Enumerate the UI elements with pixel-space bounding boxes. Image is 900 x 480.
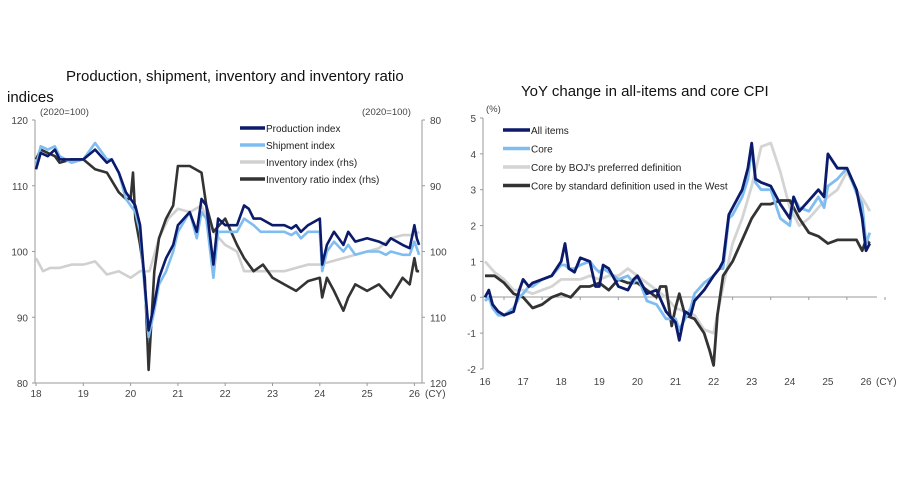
legend-label: All items [531,126,569,137]
right-chart-y-tick-label: 3 [470,186,476,197]
left-y-tick-label: 90 [17,313,29,324]
left-unit-label: (2020=100) [40,107,89,118]
series-line-inventory-ratio-index-rhs [34,148,420,372]
legend-label: Inventory index (rhs) [266,158,357,169]
left-x-unit: (CY) [425,389,446,400]
right-y-tick-label: 120 [430,379,447,390]
legend-label: Production index [266,124,341,135]
left-x-tick-label: 22 [220,389,232,400]
right-chart: YoY change in all-items and core CPI (%)… [467,83,896,388]
right-y-tick-label: 90 [430,182,442,193]
right-chart-y-tick-label: -2 [467,365,476,376]
right-chart-x-tick-label: 20 [632,377,644,388]
right-y-tick-label: 100 [430,248,447,259]
series-line-core-by-boj-s-preferred-definition [483,141,872,335]
right-chart-x-tick-label: 26 [860,377,872,388]
series-line-inventory-index-rhs [34,204,420,280]
left-chart-title-line2: indices [7,89,54,106]
right-chart-x-tick-label: 19 [594,377,606,388]
left-x-tick-label: 24 [314,389,326,400]
right-chart-x-tick-label: 24 [784,377,796,388]
legend-label: Core [531,145,553,156]
legend-label: Core by standard definition used in the … [531,182,728,193]
right-chart-x-tick-label: 25 [822,377,834,388]
left-y-tick-label: 110 [12,182,28,193]
legend-label: Inventory ratio index (rhs) [266,175,379,186]
left-x-tick-label: 21 [172,389,184,400]
right-chart-x-tick-label: 17 [518,377,530,388]
left-x-tick-label: 19 [78,389,90,400]
left-chart-title-line1: Production, shipment, inventory and inve… [66,68,404,85]
left-legend: Production index Shipment index Inventory … [240,124,379,186]
right-chart-y-tick-label: 0 [470,293,476,304]
left-y-tick-label: 120 [11,116,28,127]
right-chart-unit: (%) [486,104,501,115]
right-x-unit: (CY) [876,377,897,388]
right-chart-x-tick-label: 18 [556,377,568,388]
right-chart-y-tick-label: 2 [470,222,476,233]
right-chart-x-tick-label: 16 [479,377,491,388]
right-chart-y-tick-label: -1 [467,329,476,340]
left-y-tick-label: 100 [11,248,28,259]
left-y-tick-label: 80 [17,379,29,390]
left-chart: Production, shipment, inventory and inve… [7,68,447,400]
right-chart-x-tick-label: 22 [708,377,720,388]
left-x-tick-label: 25 [362,389,374,400]
right-chart-y-tick-label: 5 [470,114,476,125]
legend-label: Core by BOJ's preferred definition [531,163,681,174]
right-chart-x-tick-label: 23 [746,377,758,388]
series-line-core-by-standard-definition-used-in-the-west [485,199,871,367]
left-x-tick-label: 20 [125,389,137,400]
left-x-tick-label: 26 [409,389,421,400]
right-chart-y-tick-label: 1 [470,257,476,268]
right-chart-title: YoY change in all-items and core CPI [521,83,769,100]
left-x-tick-label: 23 [267,389,279,400]
series-line-production-index [34,148,421,332]
legend-label: Shipment index [266,141,335,152]
left-x-tick-label: 18 [30,389,42,400]
right-chart-y-tick-label: 4 [470,150,476,161]
right-legend: All items Core Core by BOJ's preferred def… [503,126,728,193]
right-y-tick-label: 80 [430,116,442,127]
right-unit-label: (2020=100) [362,107,411,118]
right-y-tick-label: 110 [430,313,446,324]
series-line-all-items [483,141,872,342]
right-chart-x-tick-label: 21 [670,377,682,388]
